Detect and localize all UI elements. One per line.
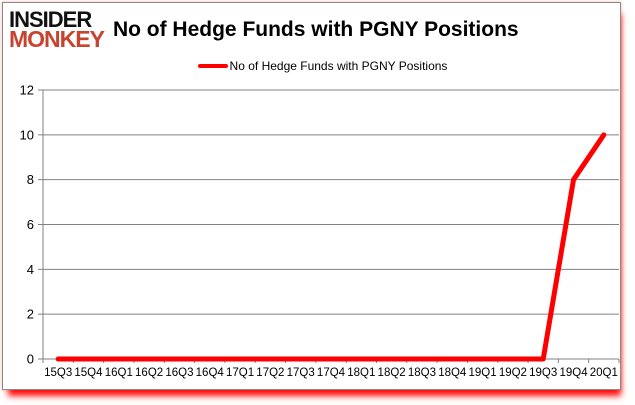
y-tick-label: 4 [27,262,34,277]
x-tick-label: 17Q3 [287,367,315,379]
chart-title: No of Hedge Funds with PGNY Positions [112,18,519,42]
x-tick-label: 17Q2 [256,367,284,379]
legend-line-swatch [197,63,228,68]
logo-monkey-text: MONKEY [9,25,105,52]
x-tick-label: 15Q4 [74,367,103,379]
x-tick-label: 20Q1 [590,367,618,379]
x-tick-label: 17Q4 [317,367,346,379]
series-line [55,132,607,362]
y-tick-label: 8 [27,172,34,187]
x-tick-label: 16Q1 [105,367,133,379]
x-tick-label: 16Q3 [165,367,193,379]
y-tick-label: 0 [27,351,34,366]
x-tick-label: 17Q1 [226,367,254,379]
x-tick-label: 18Q1 [347,367,375,379]
x-tick-label: 15Q3 [44,367,72,379]
y-tick-label: 10 [20,127,34,142]
legend-label: No of Hedge Funds with PGNY Positions [229,58,448,73]
plot-container: 0 2 4 6 8 10 12 15Q3 15Q4 16Q1 16Q2 16Q3 16Q4 17Q1 17Q… [10,81,620,388]
x-tick-label: 16Q4 [196,367,225,379]
x-tick-label: 18Q3 [408,367,436,379]
x-tick-label: 19Q4 [559,367,588,379]
chart-legend: No of Hedge Funds with PGNY Positions [25,59,620,73]
x-tick-label: 16Q2 [135,367,163,379]
insider-monkey-logo: INSIDER MONKEY [9,7,105,52]
y-tick-label: 2 [27,306,34,321]
y-tick-label: 12 [20,82,34,97]
chart-header: INSIDER MONKEY No of Hedge Funds with PG… [3,3,620,52]
x-tick-label: 19Q1 [469,367,497,379]
y-tick-label: 6 [27,217,34,232]
x-tick-label: 19Q2 [499,367,527,379]
logo-insider-text: INSIDER [9,7,92,32]
chart-card: INSIDER MONKEY No of Hedge Funds with PG… [2,2,621,390]
x-tick-label: 18Q4 [438,367,467,379]
x-tick-label: 19Q3 [529,367,557,379]
x-tick-label: 18Q2 [378,367,406,379]
